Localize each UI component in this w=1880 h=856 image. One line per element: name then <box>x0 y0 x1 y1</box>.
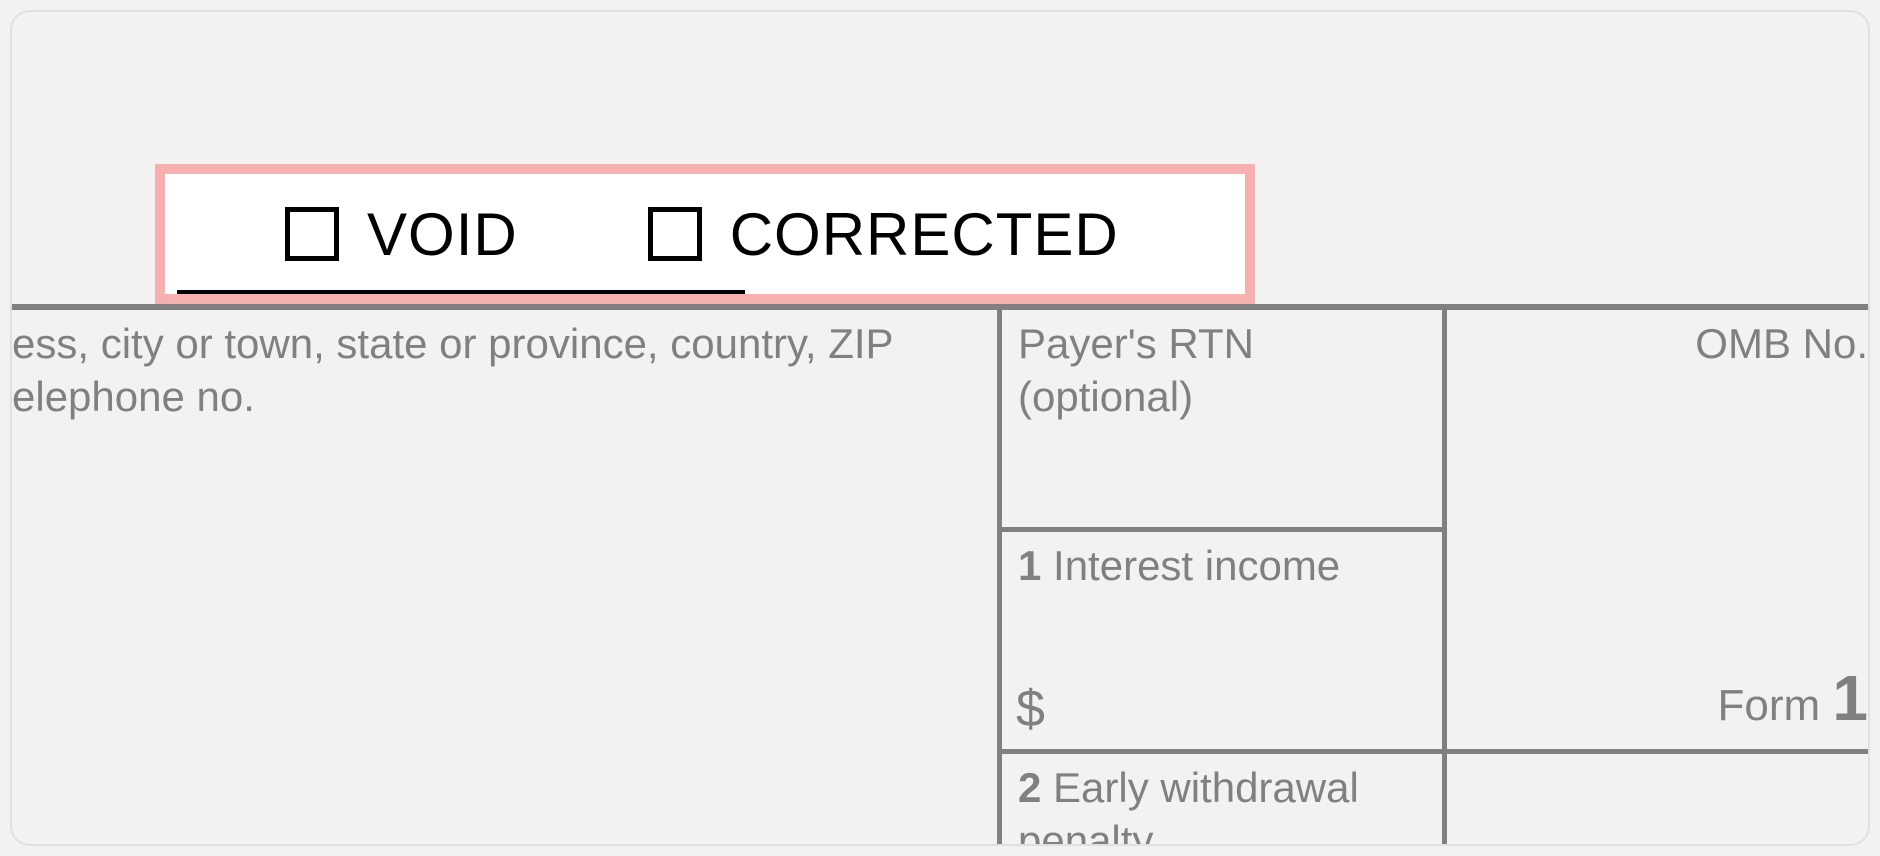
box-1-label: 1 Interest income <box>1002 532 1442 593</box>
box-1-text: Interest income <box>1041 542 1340 589</box>
void-label: VOID <box>367 200 518 269</box>
void-corrected-region: VOID CORRECTED <box>155 164 1255 304</box>
box-2-number: 2 <box>1018 764 1041 811</box>
form-word: Form <box>1718 681 1833 730</box>
box-1-dollar-sign: $ <box>1016 679 1045 739</box>
payer-rtn-cell: Payer's RTN (optional) <box>1002 310 1442 532</box>
void-corrected-underline <box>177 290 745 294</box>
payer-address-cell: ess, city or town, state or province, co… <box>12 310 1002 844</box>
box-1-cell: 1 Interest income $ <box>1002 532 1442 754</box>
form-number: Form 1 <box>1718 661 1868 735</box>
box-1-number: 1 <box>1018 542 1041 589</box>
form-number-fragment: 1 <box>1832 662 1868 734</box>
omb-cell: OMB No. Form 1 <box>1447 310 1868 754</box>
corrected-label: CORRECTED <box>730 200 1119 269</box>
payer-address-label: ess, city or town, state or province, co… <box>12 310 997 423</box>
void-checkbox[interactable] <box>285 207 339 261</box>
box-2-cell: 2 Early withdrawal penalty <box>1002 754 1442 846</box>
void-group: VOID <box>285 200 518 269</box>
payer-rtn-label: Payer's RTN (optional) <box>1002 310 1442 423</box>
box-2-label: 2 Early withdrawal penalty <box>1002 754 1442 846</box>
corrected-checkbox[interactable] <box>648 207 702 261</box>
middle-column: Payer's RTN (optional) 1 Interest income… <box>1002 310 1442 844</box>
tax-form-fragment: VOID CORRECTED ess, city or town, state … <box>10 10 1870 846</box>
form-grid: ess, city or town, state or province, co… <box>12 304 1868 844</box>
box-2-text: Early withdrawal penalty <box>1018 764 1359 846</box>
void-corrected-row: VOID CORRECTED <box>285 200 1119 269</box>
right-column: OMB No. Form 1 <box>1442 310 1868 844</box>
corrected-group: CORRECTED <box>648 200 1119 269</box>
omb-label: OMB No. <box>1447 310 1868 371</box>
